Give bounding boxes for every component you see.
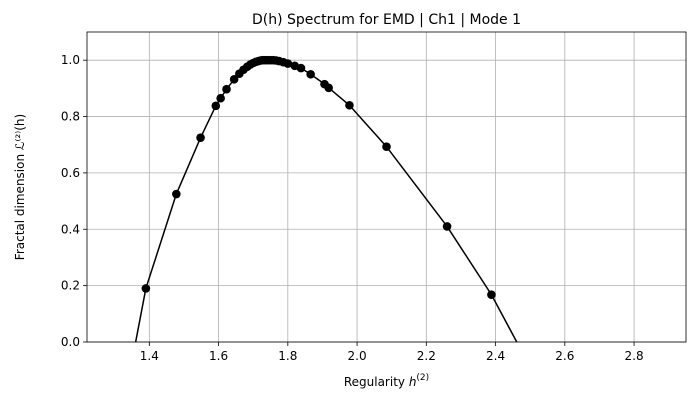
x-tick-label: 2.0 <box>348 349 367 363</box>
grid <box>87 32 686 343</box>
x-tick-label: 2.2 <box>417 349 436 363</box>
data-point <box>306 69 315 79</box>
data-point <box>211 101 221 111</box>
data-point <box>196 133 205 142</box>
series-line <box>134 59 518 342</box>
data-point <box>345 100 354 110</box>
y-tick-label: 0.8 <box>61 110 80 124</box>
data-point <box>229 75 239 84</box>
plot-area <box>134 55 518 342</box>
y-tick-label: 0.4 <box>61 222 80 236</box>
data-point <box>324 83 333 93</box>
data-point <box>172 189 181 199</box>
ticks: 1.4 1.6 1.8 2.0 2.2 2.4 2.6 2.8 0.0 0.2 0.4 0.6 0.8 1… <box>61 53 644 363</box>
axes-frame <box>86 31 687 343</box>
x-axis-label-sup: (2) <box>416 373 429 383</box>
data-point <box>283 59 293 68</box>
data-point <box>442 222 452 231</box>
x-axis-label: Regularity h(2) <box>344 373 429 389</box>
data-point <box>382 142 391 151</box>
y-tick-label: 1.0 <box>61 53 80 67</box>
data-point <box>216 93 225 103</box>
data-point <box>141 284 151 293</box>
data-point <box>222 84 231 94</box>
chart-title: D(h) Spectrum for EMD | Ch1 | Mode 1 <box>252 12 521 28</box>
y-axis-label: Fractal dimension ℒ⁽²⁾(h) <box>13 114 27 260</box>
data-point <box>487 290 496 299</box>
x-tick-label: 2.8 <box>625 349 644 363</box>
y-tick-label: 0.6 <box>61 166 80 180</box>
data-point <box>296 63 306 73</box>
x-tick-label: 1.8 <box>278 349 297 363</box>
x-tick-label: 2.6 <box>555 349 574 363</box>
y-tick-label: 0.2 <box>61 279 80 293</box>
x-tick-label: 1.6 <box>209 349 228 363</box>
x-axis-label-text: Regularity <box>344 375 409 389</box>
x-axis-label-var: h <box>409 375 417 389</box>
y-tick-label: 0.0 <box>61 335 80 349</box>
x-tick-label: 1.4 <box>140 349 159 363</box>
x-tick-label: 2.4 <box>486 349 505 363</box>
